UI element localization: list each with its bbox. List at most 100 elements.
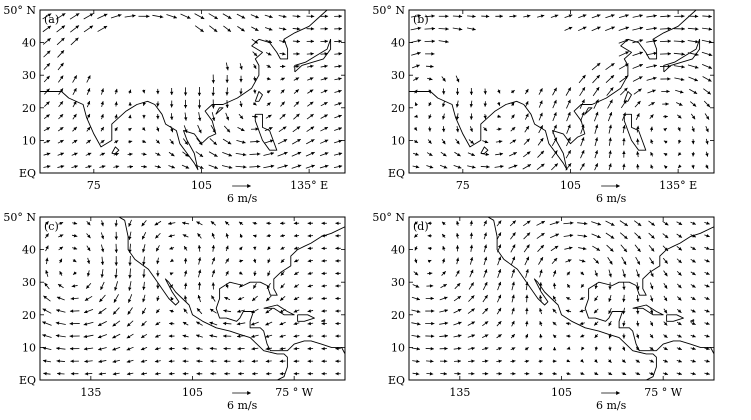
wind-vector: [632, 63, 644, 69]
wind-vector: [56, 308, 66, 313]
wind-vector: [141, 139, 147, 143]
wind-vector: [455, 88, 460, 95]
y-tick-label: 30: [391, 69, 405, 82]
wind-vector: [196, 359, 203, 363]
wind-vector: [124, 14, 136, 18]
wind-vector: [510, 244, 516, 253]
wind-vector: [646, 76, 657, 81]
wind-vector: [292, 126, 301, 133]
wind-vector: [440, 151, 447, 157]
wind-vector: [579, 86, 586, 97]
wind-vector: [293, 284, 300, 288]
wind-vector: [635, 346, 640, 351]
wind-vector: [83, 347, 94, 351]
wind-vector: [441, 270, 447, 276]
wind-vector: [196, 346, 203, 351]
wind-vector: [266, 233, 271, 238]
wind-vector: [43, 164, 51, 169]
wind-vector: [320, 89, 328, 94]
wind-vector: [266, 64, 272, 68]
wind-vector: [482, 321, 489, 327]
coastline: [111, 146, 120, 154]
wind-vector: [552, 371, 557, 376]
wind-vector: [411, 334, 421, 339]
wind-vector: [335, 284, 341, 288]
wind-vector: [211, 282, 215, 290]
panel-label: (b): [413, 13, 429, 26]
wind-vector: [72, 87, 77, 96]
wind-vector: [253, 63, 257, 70]
wind-vector: [42, 25, 52, 33]
wind-vector: [495, 139, 503, 144]
wind-vector: [238, 271, 243, 275]
wind-vector: [156, 113, 160, 120]
wind-vector: [525, 294, 529, 303]
wind-vector: [182, 234, 189, 238]
wind-vector: [211, 232, 215, 239]
wind-vector: [236, 322, 246, 326]
wind-vector: [525, 269, 529, 278]
wind-vector: [663, 127, 668, 132]
wind-vector: [58, 88, 64, 95]
coastline: [254, 91, 263, 102]
wind-vector: [170, 125, 174, 133]
wind-vector: [99, 152, 106, 156]
wind-vector: [618, 51, 630, 57]
wind-vector: [128, 243, 132, 253]
wind-vector: [483, 220, 487, 227]
wind-vector: [467, 334, 476, 338]
wind-vector: [154, 220, 162, 226]
wind-vector: [211, 257, 216, 265]
wind-vector: [154, 359, 161, 363]
wind-vector: [646, 39, 658, 43]
wind-vector: [154, 232, 161, 239]
wind-vector: [210, 359, 217, 363]
wind-vector: [635, 359, 640, 363]
wind-vector: [580, 346, 585, 351]
wind-vector: [608, 282, 612, 290]
y-tick-label: EQ: [388, 374, 405, 387]
wind-vector: [622, 150, 626, 158]
wind-vector: [251, 127, 259, 131]
wind-vector: [553, 270, 557, 277]
wind-vector: [580, 137, 585, 147]
wind-vector: [605, 220, 615, 226]
wind-vector: [677, 126, 681, 132]
wind-vector: [618, 14, 629, 19]
wind-vector: [662, 371, 669, 376]
wind-vector: [566, 111, 571, 122]
wind-vector: [183, 87, 188, 96]
wind-vector: [128, 231, 132, 240]
wind-vector: [140, 359, 148, 363]
wind-vector: [663, 165, 668, 169]
wind-vector: [195, 334, 203, 338]
wind-vector: [110, 13, 122, 19]
wind-vector: [426, 165, 434, 169]
wind-vector: [481, 14, 490, 19]
wind-vector: [523, 232, 531, 240]
wind-vector: [59, 270, 63, 276]
wind-vector: [676, 233, 683, 238]
wind-vector: [702, 76, 712, 82]
wind-vector: [238, 246, 243, 251]
wind-vector: [84, 359, 93, 363]
wind-vector: [649, 359, 655, 363]
panel-c: (c) 50° N 40 30 20 10 EQ 135 105 75 ° W 6 m/s: [3, 211, 346, 412]
wind-vector: [538, 88, 543, 95]
wind-vector: [704, 296, 710, 300]
wind-vector: [280, 246, 285, 250]
wind-vector: [411, 64, 420, 69]
wind-vector: [594, 334, 598, 339]
wind-vector: [649, 257, 655, 265]
wind-vector: [410, 39, 422, 43]
wind-vector: [481, 334, 489, 339]
wind-vector: [194, 25, 204, 33]
wind-vector: [524, 372, 530, 376]
wind-vector: [335, 372, 341, 376]
wind-vector: [438, 27, 449, 31]
wind-vector: [239, 63, 243, 70]
wind-vector: [97, 25, 108, 32]
wind-vector: [467, 346, 475, 351]
wind-vector: [183, 125, 188, 133]
wind-vector: [211, 295, 216, 302]
